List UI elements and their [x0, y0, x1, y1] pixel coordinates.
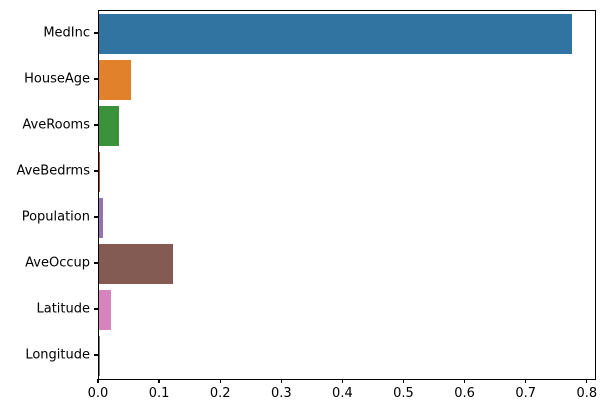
- bar-longitude: [99, 336, 100, 376]
- plot-area: [98, 10, 596, 380]
- bar-averooms: [99, 106, 119, 146]
- xtick-label-0.2: 0.2: [209, 386, 231, 401]
- ytick-mark-aveoccup: [94, 262, 98, 264]
- ytick-label-avebedrms: AveBedrms: [16, 163, 90, 179]
- xtick-mark-0.2: [219, 379, 221, 384]
- ytick-mark-latitude: [94, 308, 98, 310]
- xtick-mark-0.4: [341, 379, 343, 384]
- xtick-mark-0.0: [97, 379, 99, 384]
- xtick-label-0.4: 0.4: [332, 386, 353, 401]
- xtick-label-0.3: 0.3: [270, 386, 292, 401]
- ytick-label-longitude: Longitude: [25, 347, 90, 363]
- bar-aveoccup: [99, 244, 173, 284]
- ytick-mark-population: [94, 216, 98, 218]
- xtick-mark-0.8: [586, 379, 588, 384]
- xtick-mark-0.6: [463, 379, 466, 384]
- ytick-label-population: Population: [21, 209, 90, 225]
- ytick-label-houseage: HouseAge: [24, 71, 90, 87]
- ytick-mark-houseage: [94, 78, 98, 80]
- bar-houseage: [99, 60, 131, 100]
- bar-latitude: [99, 290, 112, 330]
- xtick-label-0.8: 0.8: [576, 386, 598, 401]
- xtick-mark-0.3: [280, 379, 282, 384]
- xtick-label-0.0: 0.0: [87, 386, 109, 401]
- ytick-mark-longitude: [94, 354, 98, 356]
- ytick-label-aveoccup: AveOccup: [25, 255, 90, 271]
- ytick-mark-averooms: [94, 124, 98, 126]
- xtick-mark-0.5: [402, 379, 405, 384]
- xtick-label-0.1: 0.1: [148, 386, 170, 401]
- xtick-mark-0.1: [158, 379, 160, 384]
- xtick-label-0.7: 0.7: [515, 386, 537, 401]
- ytick-mark-avebedrms: [94, 170, 98, 172]
- xtick-mark-0.7: [525, 379, 527, 384]
- ytick-mark-medinc: [94, 32, 98, 34]
- bar-medinc: [99, 14, 572, 54]
- bar-avebedrms: [99, 152, 100, 192]
- ytick-label-averooms: AveRooms: [22, 117, 90, 133]
- bar-population: [99, 198, 104, 238]
- ytick-label-latitude: Latitude: [36, 301, 90, 317]
- ytick-label-medinc: MedInc: [43, 25, 90, 41]
- xtick-label-0.5: 0.5: [393, 386, 414, 401]
- xtick-label-0.6: 0.6: [454, 386, 475, 401]
